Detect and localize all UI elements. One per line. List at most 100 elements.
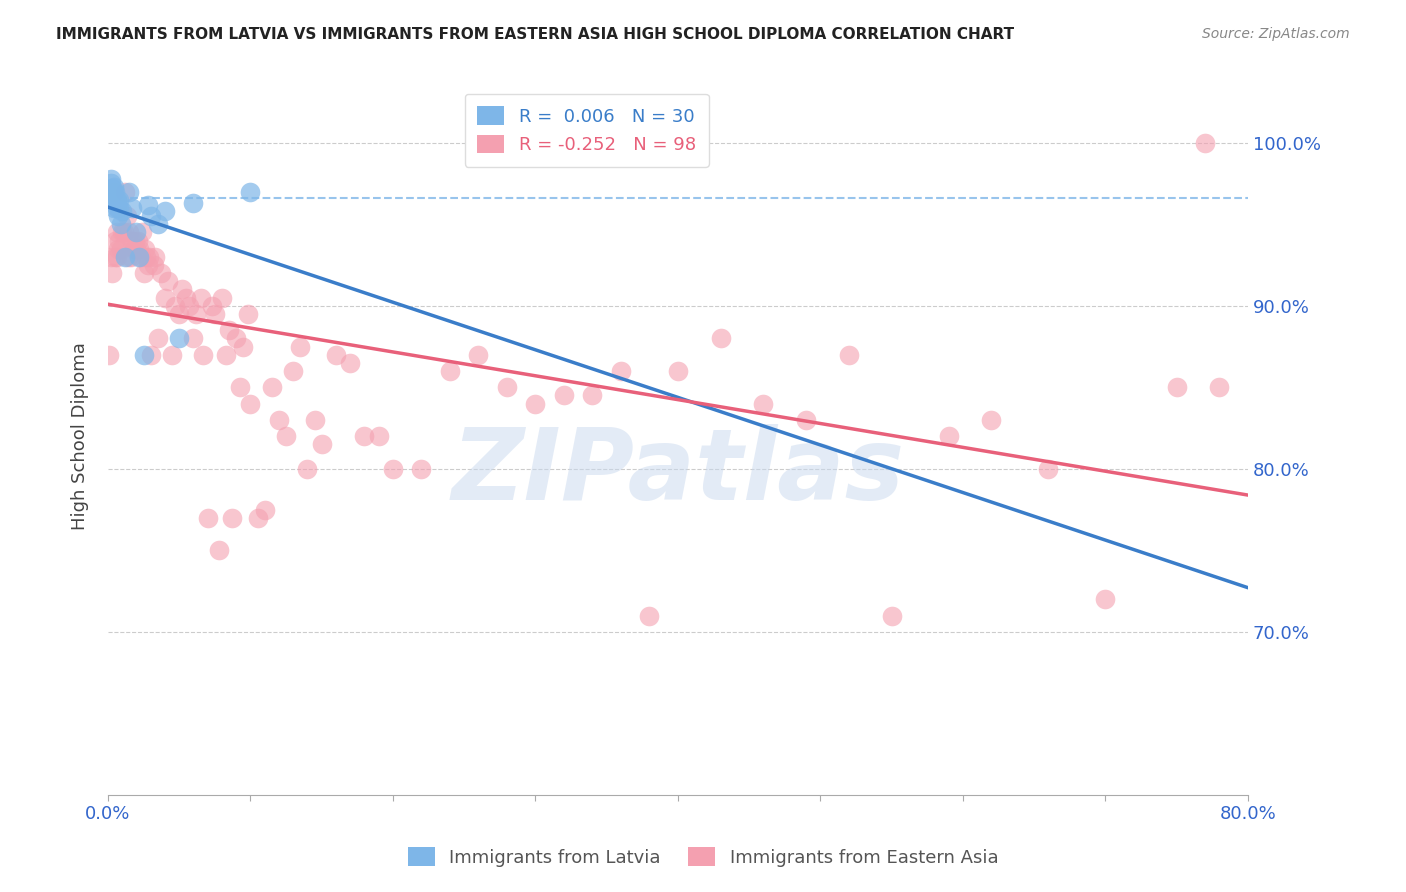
Point (143, 250, 166, 264)
Point (267, 413, 290, 427)
Point (128, 250, 150, 264)
Point (260, 380, 283, 394)
Point (1166, 380, 1188, 394)
Point (193, 348, 215, 362)
Point (115, 209, 138, 223)
Point (283, 364, 305, 378)
Point (146, 217, 169, 231)
Point (121, 201, 143, 215)
Point (134, 242, 156, 256)
Point (120, 250, 142, 264)
Point (880, 608, 903, 623)
Point (114, 250, 136, 264)
Point (201, 299, 224, 313)
Point (138, 250, 160, 264)
Point (1038, 462, 1060, 476)
Point (103, 187, 125, 202)
Point (197, 510, 219, 524)
Point (172, 283, 194, 297)
Point (110, 242, 132, 256)
Point (127, 234, 149, 248)
Point (160, 348, 183, 362)
Point (98, 348, 121, 362)
Point (118, 185, 141, 199)
Point (290, 340, 312, 354)
Point (411, 462, 433, 476)
Point (124, 234, 146, 248)
Point (274, 429, 297, 443)
Point (838, 348, 860, 362)
Point (176, 291, 198, 305)
Point (125, 242, 148, 256)
Point (139, 209, 162, 223)
Point (136, 258, 159, 272)
Point (132, 348, 155, 362)
Point (229, 380, 252, 394)
Point (367, 429, 389, 443)
Point (253, 502, 276, 516)
Point (107, 209, 129, 223)
Point (204, 307, 226, 321)
Point (110, 217, 132, 231)
Point (104, 250, 127, 264)
Point (153, 204, 176, 219)
Point (183, 331, 205, 345)
Point (304, 413, 326, 427)
Point (610, 364, 633, 378)
Point (1208, 380, 1230, 394)
Point (211, 291, 233, 305)
Point (131, 226, 153, 240)
Point (239, 397, 262, 411)
Point (553, 388, 575, 402)
Point (1194, 136, 1216, 150)
Point (117, 250, 139, 264)
Point (108, 201, 131, 215)
Point (239, 185, 262, 199)
Point (311, 437, 333, 451)
Point (104, 234, 127, 248)
Point (225, 331, 247, 345)
Point (125, 226, 148, 240)
Point (190, 291, 212, 305)
Point (381, 462, 404, 476)
Point (439, 364, 461, 378)
Point (167, 307, 190, 321)
Point (107, 242, 129, 256)
Point (108, 193, 131, 207)
Legend: R =  0.006   N = 30, R = -0.252   N = 98: R = 0.006 N = 30, R = -0.252 N = 98 (465, 94, 709, 167)
Point (100, 177, 122, 191)
Point (146, 331, 169, 345)
Y-axis label: High School Diploma: High School Diploma (72, 343, 89, 530)
Point (104, 193, 127, 207)
Point (179, 299, 201, 313)
Point (100, 171, 122, 186)
Point (112, 226, 135, 240)
Point (100, 250, 122, 264)
Text: ZIPatlas: ZIPatlas (451, 424, 904, 521)
Point (156, 274, 179, 288)
Point (183, 196, 205, 211)
Point (208, 543, 231, 558)
Point (581, 388, 603, 402)
Point (114, 185, 136, 199)
Point (153, 291, 176, 305)
Point (710, 331, 733, 345)
Point (121, 234, 143, 248)
Point (1094, 592, 1116, 607)
Point (215, 348, 238, 362)
Point (118, 226, 141, 240)
Point (101, 185, 124, 199)
Point (105, 250, 128, 264)
Point (325, 348, 347, 362)
Point (980, 413, 1002, 427)
Point (132, 266, 155, 280)
Point (752, 397, 775, 411)
Point (163, 299, 186, 313)
Legend: Immigrants from Latvia, Immigrants from Eastern Asia: Immigrants from Latvia, Immigrants from … (401, 840, 1005, 874)
Point (297, 462, 319, 476)
Point (139, 348, 162, 362)
Point (666, 364, 689, 378)
Point (638, 608, 661, 623)
Point (128, 242, 150, 256)
Point (136, 197, 159, 211)
